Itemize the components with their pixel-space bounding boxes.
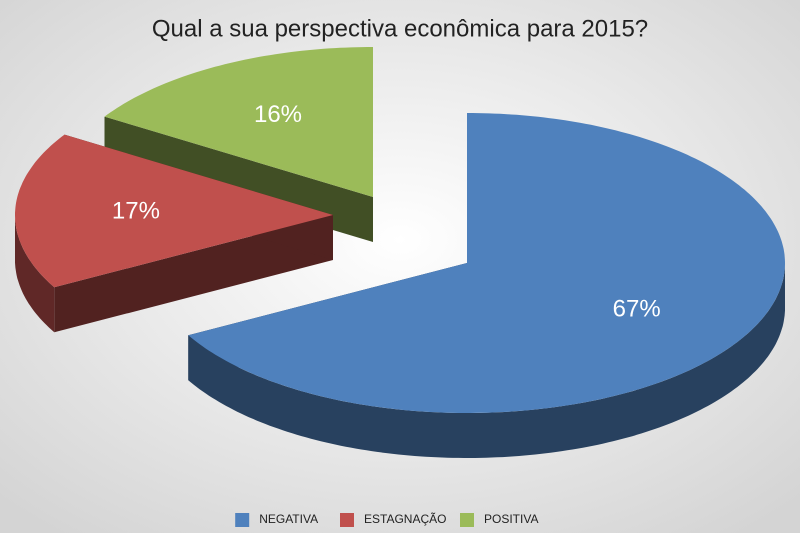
- slice: [104, 47, 373, 197]
- slice-side: [54, 215, 334, 333]
- data-label: 67%: [613, 296, 661, 323]
- legend-swatch: [235, 513, 250, 527]
- legend: NEGATIVA ESTAGNAÇÃO POSITIVA: [235, 512, 538, 527]
- slice: [15, 134, 333, 288]
- legend-label: POSITIVA: [484, 512, 538, 526]
- slice-wall: [15, 215, 55, 333]
- legend-swatch: [340, 513, 354, 527]
- pie: 16% 17% 67%: [15, 47, 786, 458]
- slice-wall: [188, 263, 786, 458]
- data-label: 17%: [112, 197, 160, 224]
- chart-title: Qual a sua perspectiva econômica para 20…: [152, 15, 648, 42]
- slice: [188, 113, 786, 413]
- legend-label: ESTAGNAÇÃO: [364, 512, 446, 526]
- legend-swatch: [460, 513, 474, 527]
- data-label: 16%: [254, 101, 302, 128]
- legend-label: NEGATIVA: [259, 512, 318, 526]
